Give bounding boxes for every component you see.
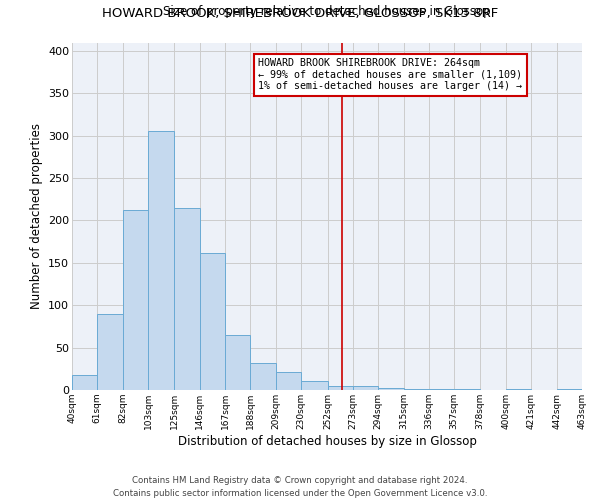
X-axis label: Distribution of detached houses by size in Glossop: Distribution of detached houses by size …	[178, 434, 476, 448]
Bar	[225, 335, 250, 390]
Bar	[175, 208, 200, 390]
Bar	[328, 386, 353, 390]
Bar	[557, 389, 582, 390]
Title: Size of property relative to detached houses in Glossop: Size of property relative to detached ho…	[163, 4, 491, 18]
Bar	[276, 372, 301, 390]
Bar	[148, 132, 175, 390]
Bar	[429, 389, 454, 390]
Bar	[301, 380, 328, 390]
Y-axis label: Number of detached properties: Number of detached properties	[29, 123, 43, 309]
Bar	[72, 374, 97, 390]
Bar	[200, 252, 225, 390]
Bar	[122, 210, 148, 390]
Text: HOWARD BROOK SHIREBROOK DRIVE: 264sqm
← 99% of detached houses are smaller (1,10: HOWARD BROOK SHIREBROOK DRIVE: 264sqm ← …	[258, 58, 522, 92]
Bar	[506, 389, 532, 390]
Bar	[378, 388, 404, 390]
Bar	[353, 386, 378, 390]
Bar	[454, 389, 479, 390]
Text: HOWARD BROOK, SHIREBROOK DRIVE, GLOSSOP, SK13 8RF: HOWARD BROOK, SHIREBROOK DRIVE, GLOSSOP,…	[102, 8, 498, 20]
Bar	[250, 363, 276, 390]
Bar	[404, 389, 429, 390]
Text: Contains HM Land Registry data © Crown copyright and database right 2024.
Contai: Contains HM Land Registry data © Crown c…	[113, 476, 487, 498]
Bar	[97, 314, 122, 390]
